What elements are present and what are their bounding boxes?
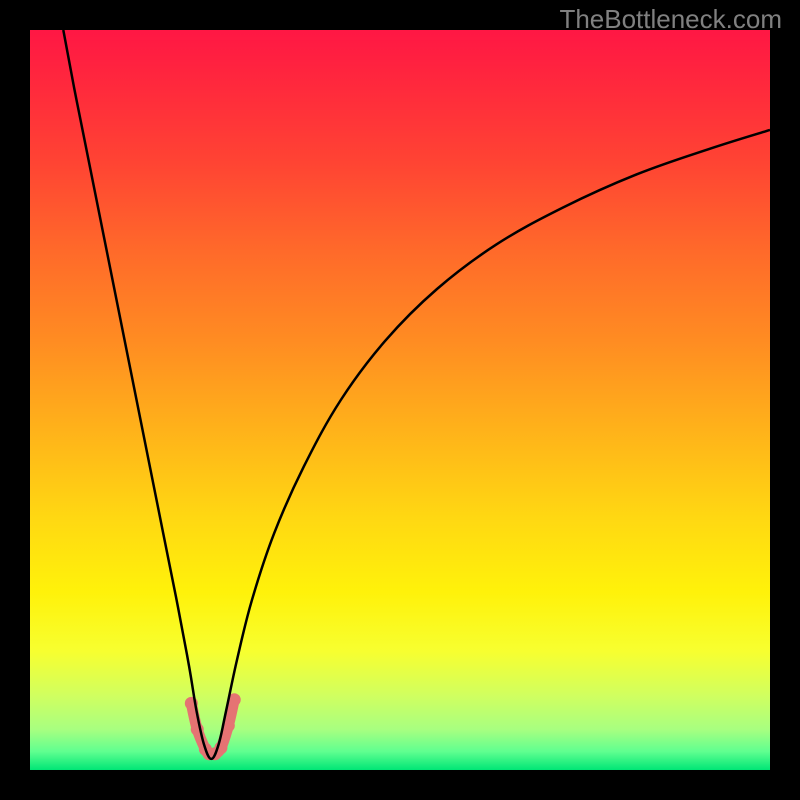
watermark-text: TheBottleneck.com: [559, 4, 782, 35]
plot-background: [30, 30, 770, 770]
chart-container: TheBottleneck.com: [0, 0, 800, 800]
chart-svg: [0, 0, 800, 800]
